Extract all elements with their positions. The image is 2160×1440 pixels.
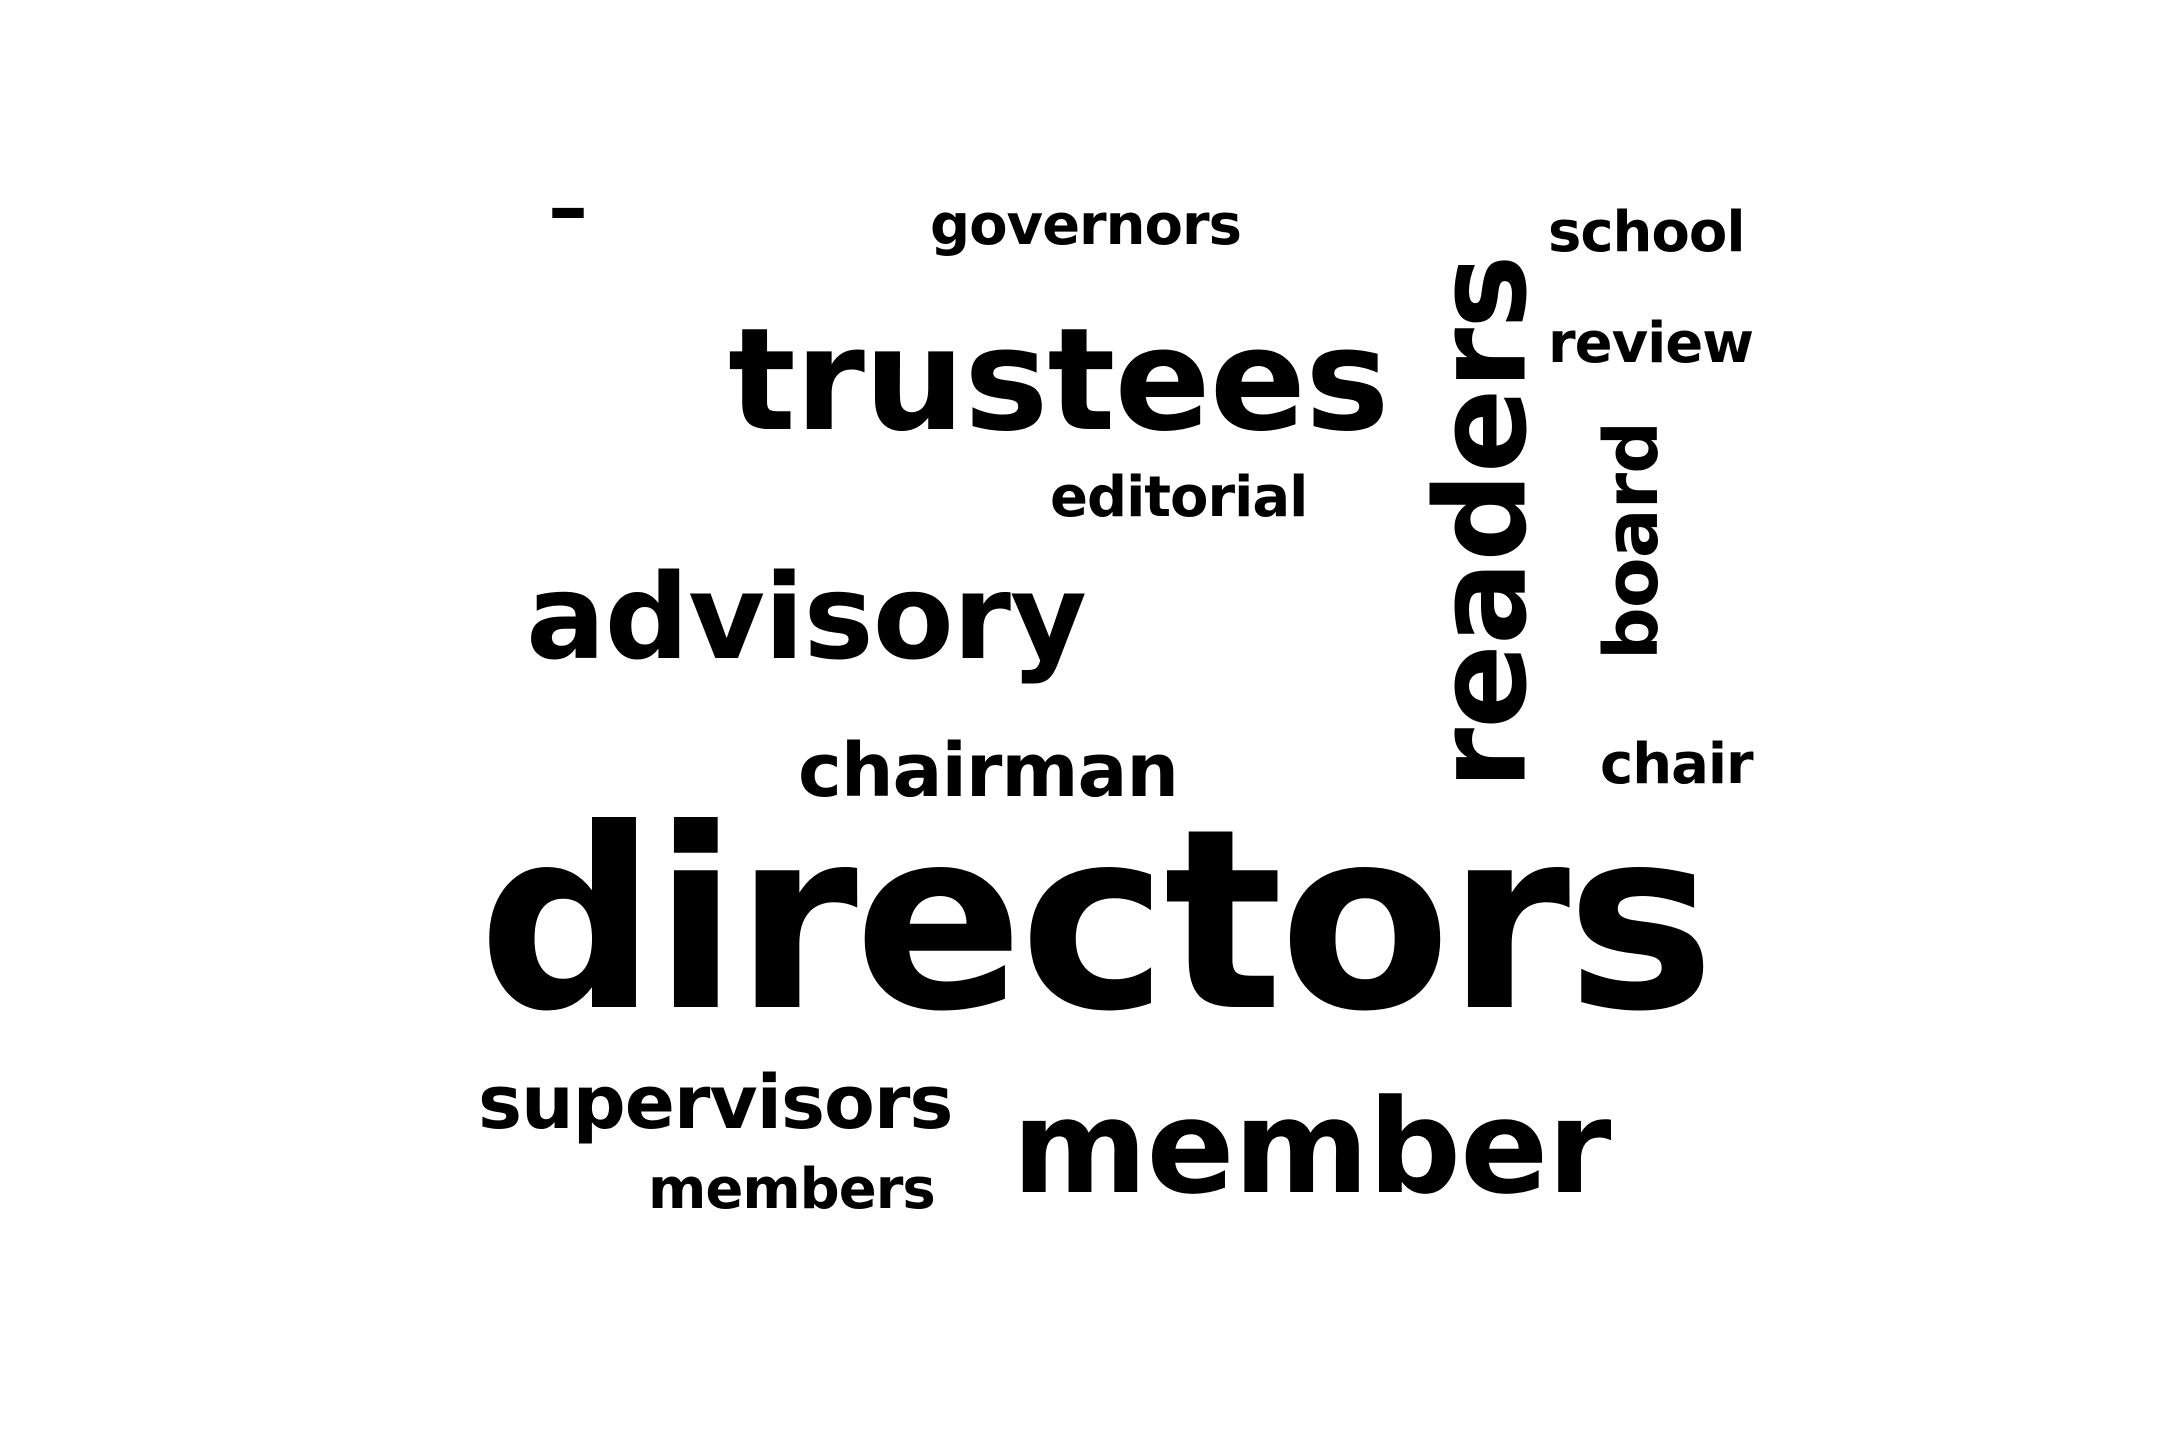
word-governors: governors: [930, 193, 1242, 258]
word-school: school: [1548, 200, 1746, 265]
word-members: members: [648, 1157, 936, 1222]
word-dash: –: [548, 161, 588, 254]
word-supervisors: supervisors: [478, 1060, 953, 1146]
word-chair: chair: [1600, 732, 1754, 797]
word-directors: directors: [478, 775, 1715, 1066]
word-advisory: advisory: [526, 548, 1087, 686]
word-readers: readers: [1409, 255, 1555, 790]
word-member: member: [1012, 1071, 1611, 1223]
word-review: review: [1548, 311, 1754, 376]
word-chairman: chairman: [798, 728, 1179, 814]
word-editorial: editorial: [1050, 465, 1308, 530]
word-board: board: [1589, 421, 1675, 661]
word-trustees: trustees: [728, 298, 1390, 463]
